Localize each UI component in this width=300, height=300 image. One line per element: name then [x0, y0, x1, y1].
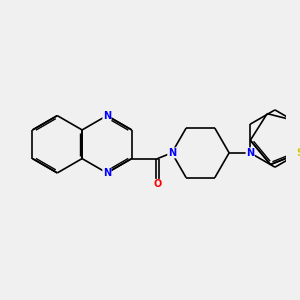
Text: O: O [153, 179, 162, 189]
Text: N: N [246, 148, 254, 158]
Text: S: S [296, 148, 300, 158]
Text: N: N [168, 148, 176, 158]
Text: N: N [103, 111, 111, 121]
Text: N: N [103, 168, 111, 178]
